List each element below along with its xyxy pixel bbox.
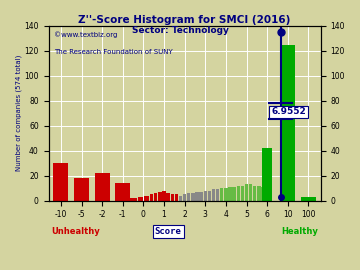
Text: Score: Score (155, 227, 182, 236)
Bar (187, 193, 190, 201)
Bar (166, 193, 170, 201)
Bar (175, 194, 178, 201)
Bar (191, 193, 195, 201)
Bar (228, 187, 232, 201)
Bar (158, 192, 162, 201)
Bar (261, 187, 265, 201)
Bar (245, 184, 248, 201)
Bar (199, 192, 203, 201)
Bar (115, 183, 130, 201)
Text: ©www.textbiz.org: ©www.textbiz.org (54, 31, 117, 38)
Text: The Research Foundation of SUNY: The Research Foundation of SUNY (54, 49, 173, 55)
Bar (154, 193, 157, 201)
Text: Unhealthy: Unhealthy (51, 227, 100, 236)
Bar (138, 197, 143, 201)
Bar (257, 186, 261, 201)
Bar (233, 187, 236, 201)
Text: Healthy: Healthy (281, 227, 318, 236)
Bar (237, 186, 240, 201)
Bar (224, 188, 228, 201)
Bar (74, 178, 89, 201)
Text: 6.9552: 6.9552 (271, 107, 306, 116)
Bar (95, 173, 110, 201)
Bar (144, 196, 149, 201)
Text: Sector: Technology: Sector: Technology (131, 26, 229, 35)
Bar (183, 194, 186, 201)
Bar (162, 191, 166, 201)
Bar (179, 196, 182, 201)
Y-axis label: Number of companies (574 total): Number of companies (574 total) (15, 55, 22, 171)
Bar (301, 197, 316, 201)
Bar (280, 45, 295, 201)
Title: Z''-Score Histogram for SMCI (2016): Z''-Score Histogram for SMCI (2016) (78, 15, 291, 25)
Bar (253, 186, 256, 201)
Bar (208, 191, 211, 201)
Bar (212, 189, 215, 201)
Bar (241, 186, 244, 201)
Bar (150, 194, 153, 201)
Bar (171, 194, 174, 201)
Bar (249, 184, 252, 201)
Bar (195, 192, 199, 201)
Bar (262, 148, 272, 201)
Bar (203, 191, 207, 201)
Bar (220, 188, 224, 201)
Bar (53, 163, 68, 201)
Bar (216, 189, 219, 201)
Bar (129, 198, 137, 201)
